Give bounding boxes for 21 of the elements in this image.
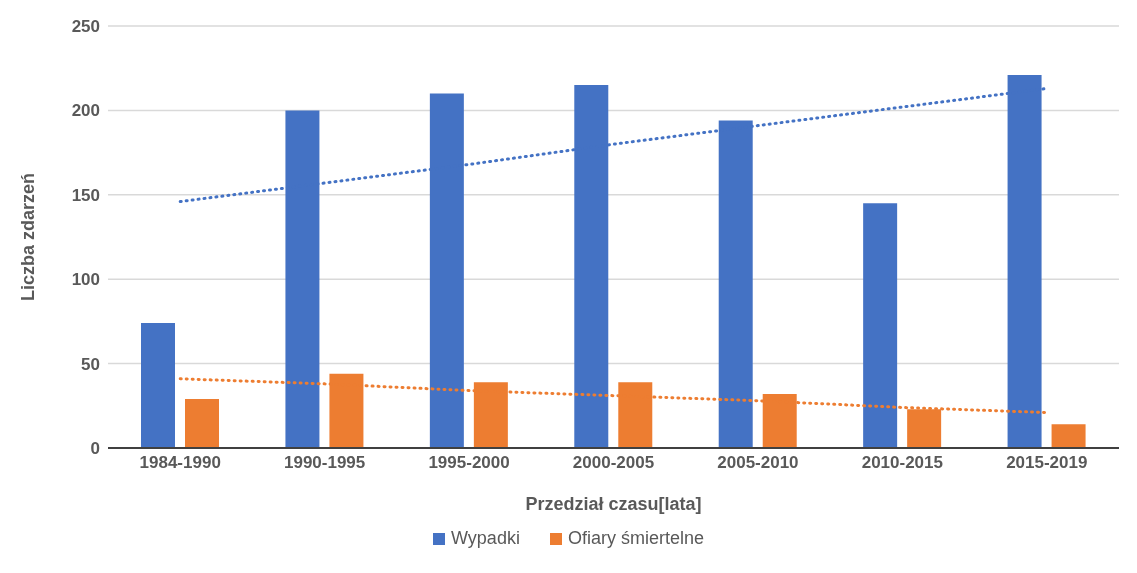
- bar: [185, 399, 219, 448]
- y-tick-label: 200: [71, 101, 100, 121]
- legend-label: Wypadki: [450, 528, 520, 549]
- x-tick-label: 1984-1990: [139, 453, 221, 473]
- y-axis-title: Liczba zdarzeń: [18, 172, 39, 302]
- bar: [1051, 424, 1086, 448]
- y-tick-label: 50: [81, 354, 100, 374]
- y-tick-label: 0: [90, 439, 100, 459]
- legend-label: Ofiary śmiertelne: [566, 528, 704, 549]
- x-tick-label: 2005-2010: [717, 453, 799, 473]
- x-tick-label: 2015-2019: [1006, 453, 1088, 473]
- y-tick-label: 250: [71, 17, 100, 37]
- x-axis-title: Przedział czasu[lata]: [525, 494, 702, 514]
- bar: [863, 203, 898, 448]
- x-tick-label: 1990-1995: [283, 453, 366, 473]
- y-tick-label: 150: [71, 185, 100, 205]
- x-tick-label: 1995-2000: [428, 453, 510, 473]
- y-tick-label: 100: [71, 270, 100, 290]
- x-tick-label: 2010-2015: [861, 453, 944, 473]
- x-tick-label: 2000-2005: [572, 453, 655, 473]
- bar: [141, 323, 175, 448]
